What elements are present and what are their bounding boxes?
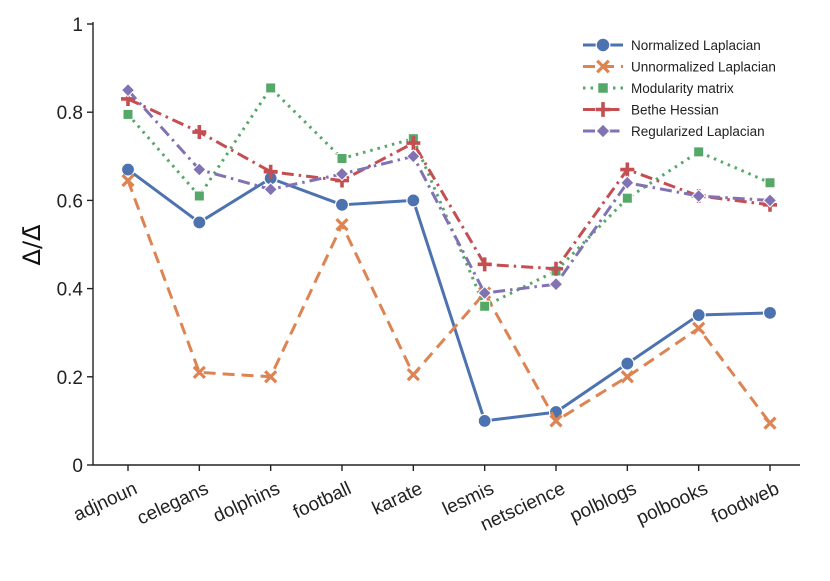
series-line — [126, 89, 771, 295]
point-diamond — [548, 276, 564, 292]
point-circle — [691, 307, 706, 323]
series-regularized-laplacian — [120, 82, 778, 301]
point-diamond — [192, 162, 207, 177]
point-circle — [120, 162, 136, 177]
point-circle — [477, 413, 492, 428]
point-square — [621, 192, 633, 204]
series-normalized-laplacian — [120, 162, 778, 428]
x-tick-label: foodweb — [709, 478, 783, 527]
point-circle — [334, 197, 350, 212]
legend-label: Bethe Hessian — [631, 103, 719, 118]
series-layer — [120, 82, 778, 430]
point-diamond — [334, 166, 350, 182]
x-tick-label: polblogs — [567, 478, 640, 527]
legend-item: Unnormalized Laplacian — [583, 60, 776, 75]
point-x — [192, 365, 206, 380]
y-tick-label: 0.6 — [57, 191, 83, 212]
point-diamond — [477, 285, 492, 301]
point-square — [122, 108, 134, 120]
point-x — [692, 321, 706, 335]
point-x — [264, 370, 278, 384]
series-line — [127, 168, 771, 423]
legend-item: Normalized Laplacian — [583, 37, 761, 53]
legend-label: Normalized Laplacian — [631, 38, 761, 53]
point-circle — [192, 215, 207, 230]
point-square — [193, 190, 205, 202]
point-diamond — [620, 175, 635, 190]
series-bethe-hessian — [121, 91, 777, 276]
legend-item: Regularized Laplacian — [583, 123, 765, 139]
point-x — [620, 370, 634, 384]
point-plus — [263, 164, 278, 179]
series-unnormalized-laplacian — [121, 173, 777, 430]
x-tick-label: adjnoun — [70, 478, 140, 526]
legend-label: Modularity matrix — [631, 81, 734, 96]
x-tick-label: celegans — [134, 478, 212, 529]
point-plus — [620, 162, 635, 177]
y-axis-label: Δ/Δ̄ — [18, 224, 46, 266]
x-tick-label: karate — [369, 478, 426, 519]
point-circle — [406, 193, 421, 208]
point-square — [265, 82, 277, 94]
point-diamond — [263, 182, 278, 197]
point-x — [406, 367, 420, 382]
point-square — [764, 177, 776, 189]
point-plus — [477, 257, 492, 272]
point-circle — [595, 37, 611, 53]
point-x — [549, 414, 563, 428]
point-x — [763, 416, 777, 430]
point-circle — [620, 356, 635, 371]
x-tick-label: polbooks — [633, 478, 711, 529]
y-tick-label: 0.4 — [57, 280, 84, 301]
y-tick-label: 0 — [72, 456, 83, 477]
point-x — [596, 59, 610, 74]
point-circle — [762, 305, 778, 320]
point-diamond — [120, 82, 136, 98]
y-tick-label: 0.2 — [57, 368, 83, 389]
point-diamond — [691, 188, 706, 204]
point-x — [121, 173, 135, 188]
point-x — [335, 218, 349, 232]
point-square — [693, 146, 705, 158]
point-plus — [595, 102, 611, 117]
x-tick-label: dolphins — [210, 478, 283, 527]
point-plus — [406, 136, 421, 151]
x-tick-label: football — [290, 478, 354, 523]
legend-label: Unnormalized Laplacian — [631, 60, 776, 75]
point-square — [336, 153, 348, 165]
point-diamond — [762, 193, 778, 208]
series-line — [126, 180, 772, 425]
point-square — [479, 300, 491, 312]
point-plus — [192, 125, 207, 140]
legend-label: Regularized Laplacian — [631, 124, 765, 139]
point-diamond — [406, 149, 421, 164]
y-tick-label: 1 — [72, 15, 83, 36]
point-diamond — [595, 123, 611, 139]
legend-item: Modularity matrix — [583, 81, 734, 96]
y-tick-label: 0.8 — [57, 103, 83, 124]
point-plus — [549, 261, 563, 276]
legend: Normalized Laplacian Unnormalized Laplaci… — [583, 37, 776, 139]
series-line — [126, 86, 771, 308]
point-square — [597, 82, 609, 94]
legend-item: Bethe Hessian — [583, 102, 719, 118]
